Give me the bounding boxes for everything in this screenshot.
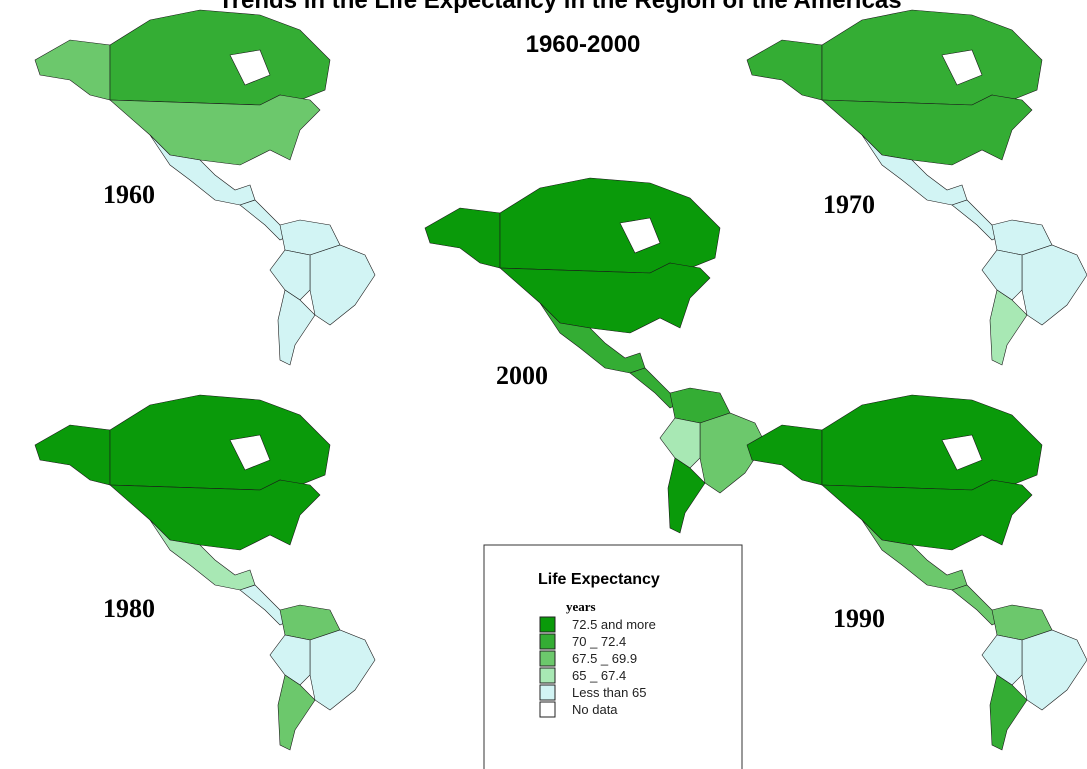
year-label: 1960 xyxy=(103,180,155,209)
legend-swatch xyxy=(539,701,556,718)
legend-label: Less than 65 xyxy=(572,685,646,700)
legend-unit: years xyxy=(566,599,596,614)
subtitle: 1960-2000 xyxy=(526,31,641,58)
map-2000 xyxy=(425,178,765,533)
title: Trends in the Life Expectancy in the Reg… xyxy=(218,0,901,14)
legend-swatch xyxy=(539,650,556,667)
map-1980 xyxy=(35,395,375,750)
legend-label: 65 _ 67.4 xyxy=(572,668,626,683)
year-label: 1970 xyxy=(823,190,875,219)
legend-swatch xyxy=(539,616,556,633)
legend-title: Life Expectancy xyxy=(538,571,660,588)
map-1990 xyxy=(747,395,1087,750)
year-label: 1980 xyxy=(103,594,155,623)
year-label: 2000 xyxy=(496,361,548,390)
map-1970 xyxy=(747,10,1087,365)
legend-label: 72.5 and more xyxy=(572,617,656,632)
legend-swatch xyxy=(539,684,556,701)
legend-label: 67.5 _ 69.9 xyxy=(572,651,637,666)
legend-swatch xyxy=(539,667,556,684)
legend-label: 70 _ 72.4 xyxy=(572,634,626,649)
legend-box xyxy=(483,544,743,769)
legend: Life Expectancy years 72.5 and more 70 _ … xyxy=(483,544,743,769)
legend-swatch xyxy=(539,633,556,650)
map-1960 xyxy=(35,10,375,365)
year-label: 1990 xyxy=(833,604,885,633)
legend-label: No data xyxy=(572,702,618,717)
